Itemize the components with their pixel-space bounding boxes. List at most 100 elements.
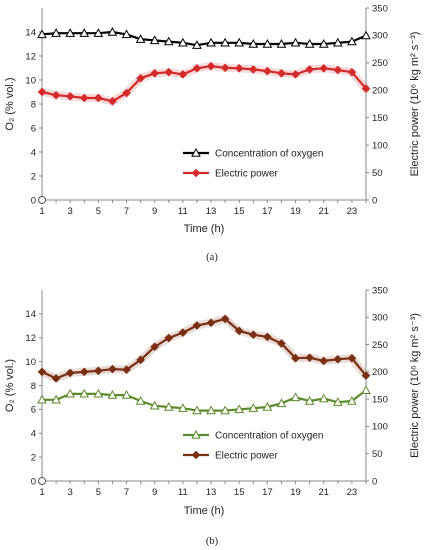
data-point-power	[108, 96, 117, 106]
data-point-power	[220, 63, 230, 73]
data-point-power	[333, 65, 343, 75]
data-point-power	[277, 339, 286, 348]
data-point-power	[94, 93, 103, 103]
data-point-oxygen	[135, 34, 146, 43]
x-tick-label: 5	[96, 487, 101, 498]
y-tick-label-left: 6	[31, 405, 36, 416]
data-point-power	[108, 364, 117, 374]
y-tick-label-left: 10	[25, 357, 36, 368]
data-point-power	[79, 367, 89, 377]
data-point-power	[150, 68, 160, 78]
data-point-oxygen	[332, 37, 343, 47]
data-point-power	[136, 73, 145, 83]
data-point-oxygen	[178, 403, 188, 412]
y-tick-label-right: 150	[372, 394, 388, 405]
data-point-power	[94, 366, 103, 376]
data-point-power	[277, 68, 286, 78]
y-tick-label-right: 350	[372, 285, 388, 296]
x-tick-label: 1	[39, 206, 44, 217]
data-point-oxygen	[121, 29, 132, 39]
x-tick-label: 3	[68, 487, 73, 498]
data-point-oxygen	[149, 35, 160, 45]
data-point-oxygen	[79, 388, 90, 398]
panel-caption: (b)	[206, 536, 219, 547]
data-point-power	[347, 353, 357, 363]
data-point-oxygen	[347, 395, 357, 405]
y-tick-label-left: 4	[31, 147, 36, 158]
data-point-power	[291, 70, 300, 79]
data-point-oxygen	[276, 398, 287, 408]
x-axis-label: Time (h)	[184, 223, 225, 235]
data-point-power	[206, 61, 216, 71]
data-point-oxygen	[304, 38, 315, 48]
y-tick-label-right: 50	[372, 449, 383, 460]
data-point-oxygen	[192, 405, 202, 415]
y-tick-label-right: 300	[372, 31, 388, 42]
y-tick-label-right: 250	[372, 58, 388, 69]
legend-marker-power	[191, 450, 201, 460]
origin-marker	[38, 196, 46, 204]
data-point-power	[150, 342, 160, 352]
data-point-oxygen	[37, 394, 47, 404]
y-axis-label-left: O₂ (% vol.)	[4, 359, 16, 412]
data-point-power	[234, 326, 244, 336]
data-point-power	[220, 314, 230, 324]
x-tick-label: 21	[318, 487, 329, 498]
data-point-oxygen	[51, 28, 61, 37]
y-tick-label-right: 200	[372, 86, 388, 97]
data-point-oxygen	[234, 37, 245, 47]
series-glow	[40, 314, 370, 383]
data-point-oxygen	[304, 395, 315, 405]
y-tick-label-right: 0	[372, 476, 377, 487]
data-point-power	[164, 333, 174, 343]
x-tick-label: 1	[39, 487, 44, 498]
data-point-oxygen	[220, 37, 230, 47]
origin-marker	[38, 477, 46, 485]
panel-caption: (a)	[206, 252, 218, 263]
x-tick-label: 5	[96, 206, 101, 217]
data-point-power	[192, 64, 202, 73]
data-point-power	[319, 356, 329, 366]
y-tick-label-right: 200	[372, 367, 388, 378]
data-point-power	[136, 355, 145, 365]
data-point-power	[164, 67, 174, 77]
x-tick-label: 7	[124, 206, 129, 217]
data-point-oxygen	[220, 405, 230, 415]
series-line-oxygen	[42, 389, 367, 412]
x-tick-label: 11	[178, 487, 188, 498]
x-tick-label: 13	[206, 206, 217, 217]
legend-marker-oxygen	[191, 147, 201, 157]
y-tick-label-left: 0	[31, 195, 36, 206]
data-point-power	[248, 65, 258, 74]
data-point-oxygen	[248, 403, 259, 412]
data-point-oxygen	[163, 401, 174, 411]
data-point-oxygen	[318, 393, 329, 403]
data-point-oxygen	[135, 395, 146, 405]
y-tick-label-right: 300	[372, 313, 388, 324]
data-point-power	[347, 67, 357, 77]
data-point-oxygen	[93, 388, 104, 398]
data-point-power	[305, 353, 314, 362]
x-tick-label: 19	[290, 487, 301, 498]
data-point-oxygen	[318, 38, 329, 48]
y-axis-label-right: Electric power (10⁶ kg m² s⁻³)	[409, 32, 421, 177]
data-point-power	[37, 87, 47, 97]
data-point-power	[178, 70, 188, 79]
data-point-power	[319, 64, 329, 73]
data-point-oxygen	[107, 26, 118, 36]
y-tick-label-right: 150	[372, 113, 388, 124]
x-tick-label: 17	[262, 206, 273, 217]
data-point-power	[79, 93, 89, 103]
data-point-oxygen	[347, 36, 357, 46]
data-point-power	[248, 330, 258, 340]
y-tick-label-left: 14	[25, 309, 36, 320]
data-point-power	[178, 328, 188, 337]
data-point-power	[51, 90, 61, 100]
data-point-oxygen	[65, 28, 76, 37]
x-tick-label: 19	[290, 206, 301, 217]
data-point-oxygen	[149, 400, 160, 410]
data-point-power	[65, 92, 75, 101]
y-tick-label-right: 100	[372, 422, 388, 433]
x-tick-label: 9	[152, 487, 157, 498]
x-tick-label: 21	[318, 206, 329, 217]
